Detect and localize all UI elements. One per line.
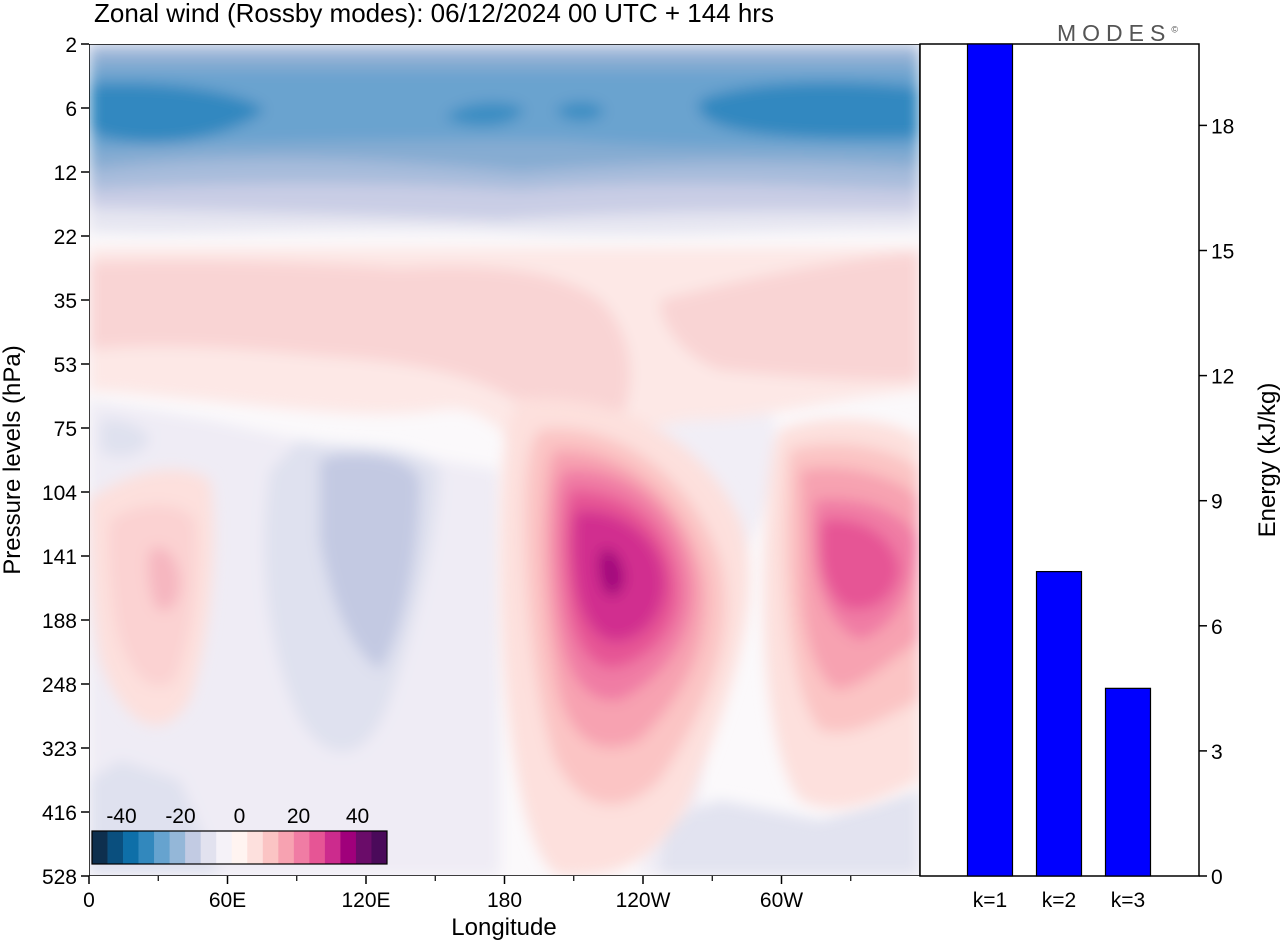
y-tick-label: 12 xyxy=(54,162,77,185)
tropospheric-jet-east xyxy=(89,469,214,726)
x-tick-label: 60W xyxy=(760,889,803,912)
section-axes: 0 60E 120E 180 120W 60W 2 6 12 22 35 53 75 104 141 188 2… xyxy=(42,34,852,912)
y-tick-label: 35 xyxy=(54,290,77,313)
colorbar-swatch xyxy=(200,831,217,864)
colorbar-label: -20 xyxy=(165,805,195,828)
colorbar-swatch xyxy=(355,831,372,864)
zonal-wind-section xyxy=(89,44,920,876)
y-tick-label: 75 xyxy=(54,418,77,441)
colorbar-swatch xyxy=(169,831,186,864)
upper-stratosphere-easterlies xyxy=(89,44,920,235)
colorbar-swatch xyxy=(123,831,139,864)
y-tick-label: 104 xyxy=(42,482,77,505)
colorbar-label: 0 xyxy=(234,805,246,828)
y-tick-label: 528 xyxy=(42,866,77,889)
colorbar: -40 -20 0 20 40 xyxy=(91,805,388,865)
colorbar-swatch xyxy=(92,831,108,864)
y-tick-label: 416 xyxy=(42,802,77,825)
x-tick-label: 120E xyxy=(341,889,390,912)
colorbar-swatch xyxy=(138,831,155,864)
brand-logo: MODES© xyxy=(1057,20,1178,47)
energy-tick-label: 18 xyxy=(1211,115,1234,138)
brand-text: MODES xyxy=(1057,20,1172,46)
y-tick-label: 248 xyxy=(42,674,77,697)
y-tick-label: 6 xyxy=(65,98,77,121)
colorbar-swatch xyxy=(216,831,233,864)
energy-tick-label: 12 xyxy=(1211,366,1234,389)
colorbar-label: 20 xyxy=(287,805,310,828)
lower-stratosphere-westerlies xyxy=(89,248,920,470)
tropospheric-jet-dateline xyxy=(500,398,750,876)
colorbar-swatch xyxy=(371,831,388,864)
colorbar-swatch xyxy=(247,831,264,864)
x-axis-title: Longitude xyxy=(451,914,556,941)
colorbar-swatch xyxy=(340,831,357,864)
y-tick-label: 2 xyxy=(65,34,77,57)
colorbar-label: -40 xyxy=(106,805,136,828)
bar-category-label: k=3 xyxy=(1111,889,1145,912)
energy-bar xyxy=(1104,687,1152,877)
chart-title: Zonal wind (Rossby modes): 06/12/2024 00… xyxy=(94,0,774,28)
tropospheric-jet-west xyxy=(763,419,920,809)
y-tick-label: 188 xyxy=(42,610,77,633)
y-tick-label: 141 xyxy=(42,546,77,569)
colorbar-swatch xyxy=(309,831,326,864)
colorbar-swatch xyxy=(324,831,341,864)
colorbar-swatch xyxy=(262,831,279,864)
colorbar-label: 40 xyxy=(346,805,369,828)
bar-category-label: k=1 xyxy=(973,889,1007,912)
y-tick-label: 53 xyxy=(54,354,77,377)
energy-axes: 0 3 6 9 12 15 18 xyxy=(1199,115,1234,889)
y-tick-label: 323 xyxy=(42,738,77,761)
x-tick-label: 0 xyxy=(83,889,95,912)
colorbar-swatch xyxy=(293,831,310,864)
energy-tick-label: 3 xyxy=(1211,741,1223,764)
energy-tick-label: 6 xyxy=(1211,616,1223,639)
x-tick-label: 180 xyxy=(487,889,522,912)
energy-tick-label: 9 xyxy=(1211,491,1223,514)
x-tick-label: 120W xyxy=(616,889,671,912)
brand-mark: © xyxy=(1171,24,1178,35)
colorbar-swatch xyxy=(278,831,295,864)
colorbar-swatch xyxy=(154,831,170,864)
energy-bar xyxy=(966,43,1014,877)
colorbar-swatch xyxy=(185,831,201,864)
energy-bars: k=1 k=2 k=3 xyxy=(966,43,1152,912)
energy-tick-label: 15 xyxy=(1211,241,1234,264)
colorbar-frame xyxy=(91,830,388,865)
y-axis-title: Pressure levels (hPa) xyxy=(0,345,26,574)
energy-tick-label: 0 xyxy=(1211,866,1223,889)
colorbar-swatch xyxy=(107,831,124,864)
bar-category-label: k=2 xyxy=(1042,889,1076,912)
x-tick-label: 60E xyxy=(209,889,246,912)
energy-axis-title: Energy (kJ/kg) xyxy=(1254,383,1280,538)
y-tick-label: 22 xyxy=(54,226,77,249)
energy-bar xyxy=(1035,570,1083,877)
colorbar-swatch xyxy=(231,831,248,864)
